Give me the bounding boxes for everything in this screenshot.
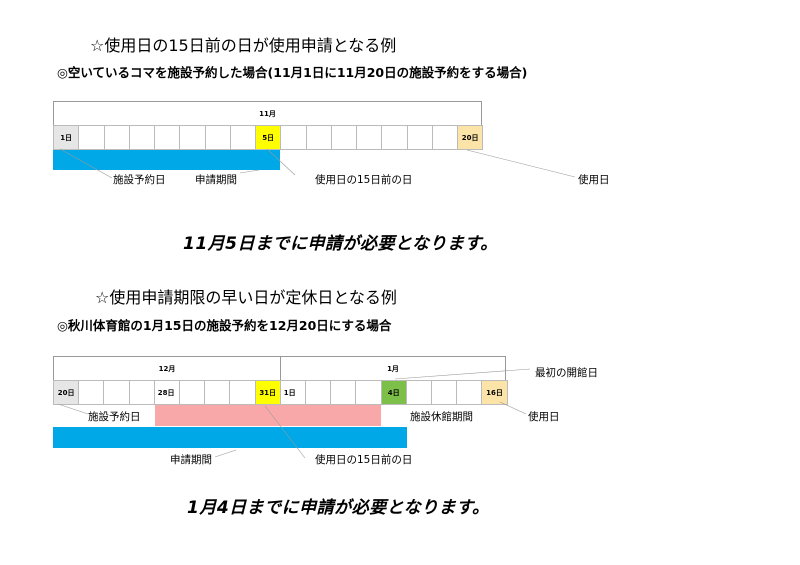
label-apply-period: 申請期間: [195, 174, 237, 186]
month-label: 11月: [259, 110, 276, 118]
leader-line: [214, 449, 237, 458]
day-cell: 1日: [53, 125, 80, 150]
label-reserve-day: 施設予約日: [88, 411, 141, 423]
leader-line: [264, 405, 306, 459]
month-header-jan: 1月: [280, 356, 506, 381]
leader-line: [266, 148, 296, 176]
leader-line: [499, 401, 527, 415]
month-label: 12月: [158, 365, 176, 373]
day-cell: 4日: [380, 380, 407, 405]
month-header-nov: 11月: [53, 101, 482, 126]
label-deadline-day: 使用日の15日前の日: [315, 174, 413, 186]
example1-conclusion: 11月5日までに申請が必要となります。: [183, 234, 498, 254]
apply-period-bar: [53, 150, 280, 170]
leader-line: [59, 148, 113, 179]
leader-line: [57, 403, 89, 415]
label-use-day: 使用日: [528, 411, 560, 423]
example1-title: ☆使用日の15日前の日が使用申請となる例: [90, 36, 397, 55]
leader-line: [394, 368, 531, 380]
label-deadline-day: 使用日の15日前の日: [315, 454, 413, 466]
leader-line: [466, 149, 576, 178]
label-first-open-day: 最初の開館日: [535, 367, 598, 379]
example1-subtitle: ◎空いているコマを施設予約した場合(11月1日に11月20日の施設予約をする場合…: [57, 65, 528, 80]
example2-conclusion: 1月4日までに申請が必要となります。: [187, 498, 490, 518]
example2-title: ☆使用申請期限の早い日が定休日となる例: [95, 288, 397, 307]
day-cell: 5日: [255, 125, 282, 150]
day-cell: 20日: [53, 380, 80, 405]
example2-subtitle: ◎秋川体育館の1月15日の施設予約を12月20日にする場合: [57, 318, 392, 333]
label-reserve-day: 施設予約日: [113, 174, 166, 186]
apply-period-bar: [53, 427, 407, 448]
label-apply-period: 申請期間: [170, 454, 212, 466]
label-closed-period: 施設休館期間: [410, 411, 473, 423]
day-cell: 16日: [481, 380, 508, 405]
label-use-day: 使用日: [578, 174, 610, 186]
day-cell: 31日: [254, 380, 281, 405]
closed-period-bar: [155, 405, 381, 426]
leader-line: [239, 169, 260, 174]
month-header-dec: 12月: [53, 356, 281, 381]
day-cell: 20日: [457, 125, 484, 150]
month-label: 1月: [387, 365, 399, 373]
